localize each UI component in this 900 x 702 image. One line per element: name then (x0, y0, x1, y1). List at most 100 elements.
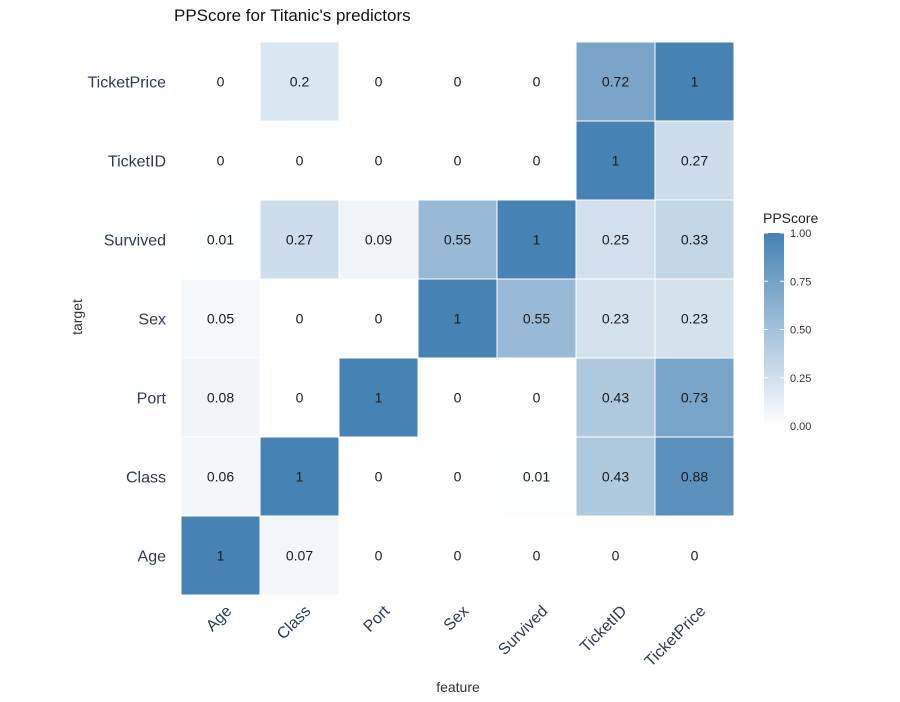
cell-value-label: 0.33 (681, 232, 708, 248)
cell-value-label: 0.27 (286, 232, 313, 248)
colorbar-ticks: 0.00 0.25 0.50 0.75 1.00 (764, 228, 811, 433)
heatmap-cell (259, 41, 340, 122)
cell-value-label: 0 (533, 548, 541, 564)
y-tick-labels: TicketPrice TicketID Survived Sex Port Class A… (87, 75, 166, 566)
heatmap-cell (180, 515, 261, 596)
y-tick-label: Sex (138, 312, 166, 329)
heatmap-cell (180, 357, 261, 438)
heatmap-cell (180, 41, 261, 122)
heatmap-cell (654, 515, 735, 596)
cell-value-label: 0 (375, 469, 383, 485)
x-tick-label: TicketID (577, 603, 630, 656)
heatmap-cell (338, 515, 419, 596)
cell-value-label: 0.23 (602, 311, 629, 327)
heatmap-cell (654, 278, 735, 359)
heatmap-cell (417, 515, 498, 596)
heatmap-cell (259, 436, 340, 517)
cell-value-label: 0 (375, 153, 383, 169)
cell-value-label: 0.08 (207, 390, 234, 406)
heatmap-cell (180, 278, 261, 359)
y-tick-label: Port (137, 391, 167, 408)
y-tick-label: TicketPrice (87, 75, 166, 92)
heatmap-cell (417, 278, 498, 359)
cell-value-label: 0.2 (290, 74, 310, 90)
heatmap-cell (417, 436, 498, 517)
cell-value-label: 0 (375, 311, 383, 327)
cell-value-label: 0 (454, 469, 462, 485)
x-tick-label: Sex (441, 603, 473, 635)
cell-value-label: 0.88 (681, 469, 708, 485)
cell-value-label: 0 (296, 311, 304, 327)
y-tick-label: Class (126, 470, 166, 487)
y-tick-label: TicketID (108, 154, 166, 171)
cell-value-label: 0.73 (681, 390, 708, 406)
heatmap-cell (417, 41, 498, 122)
cell-value-label: 0 (375, 74, 383, 90)
colorbar-tick-label: 0.50 (790, 325, 811, 337)
cell-value-label: 0 (454, 74, 462, 90)
cell-value-label: 1 (533, 232, 541, 248)
colorbar-tick-label: 1.00 (790, 228, 811, 240)
cell-value-label: 0 (533, 153, 541, 169)
cell-value-label: 0.55 (523, 311, 550, 327)
cell-value-label: 1 (296, 469, 304, 485)
x-tick-label: Class (274, 603, 314, 643)
cell-value-label: 0.06 (207, 469, 234, 485)
heatmap-cell (575, 41, 656, 122)
heatmap-cell (496, 199, 577, 280)
cell-value-label: 1 (691, 74, 699, 90)
y-tick-label: Survived (104, 233, 166, 250)
cell-value-label: 0.72 (602, 74, 629, 90)
heatmap-cell (496, 515, 577, 596)
heatmap-cell (575, 120, 656, 201)
cell-value-label: 0.01 (523, 469, 550, 485)
cell-value-label: 0.55 (444, 232, 471, 248)
cell-value-label: 0.07 (286, 548, 313, 564)
heatmap-cell (338, 357, 419, 438)
heatmap-cell (417, 199, 498, 280)
heatmap-cell (654, 436, 735, 517)
cell-value-label: 0 (217, 74, 225, 90)
cell-value-label: 0 (296, 153, 304, 169)
heatmap-cell (575, 278, 656, 359)
x-tick-labels: Age Class Port Sex Survived TicketID TicketPri… (203, 602, 709, 670)
heatmap-cell (654, 120, 735, 201)
colorbar-gradient (764, 233, 784, 426)
colorbar-tick-label: 0.25 (790, 373, 811, 385)
cell-value-label: 0 (691, 548, 699, 564)
heatmap-cell (259, 199, 340, 280)
x-tick-label: Survived (495, 603, 551, 659)
cell-value-label: 0 (375, 548, 383, 564)
cell-value-label: 0 (296, 390, 304, 406)
colorbar-tick-label: 0.00 (790, 421, 811, 433)
heatmap-cell (575, 515, 656, 596)
heatmap-cell (338, 199, 419, 280)
heatmap-cell (496, 436, 577, 517)
cell-value-label: 1 (375, 390, 383, 406)
cell-value-label: 0.25 (602, 232, 629, 248)
heatmap-cell (259, 278, 340, 359)
y-axis-label: target (69, 299, 85, 335)
heatmap-cell (180, 436, 261, 517)
cell-value-label: 0 (454, 548, 462, 564)
x-axis-label: feature (436, 679, 480, 695)
cell-value-label: 1 (612, 153, 620, 169)
heatmap-cell (338, 120, 419, 201)
cell-value-label: 0 (217, 153, 225, 169)
cell-value-label: 0.05 (207, 311, 234, 327)
heatmap-cell (338, 41, 419, 122)
cell-value-label: 0.43 (602, 390, 629, 406)
heatmap-cell (496, 120, 577, 201)
heatmap-cells: 0 0.2 0 0 0 0.72 1 0 0 0 0 0 1 0.27 0.01 0.27 0.09 0.55 1 0… (180, 41, 735, 596)
cell-value-label: 0.23 (681, 311, 708, 327)
heatmap-cell (496, 41, 577, 122)
heatmap-cell (338, 436, 419, 517)
chart-title: PPScore for Titanic's predictors (174, 6, 411, 25)
cell-value-label: 1 (454, 311, 462, 327)
y-tick-label: Age (138, 549, 167, 566)
cell-value-label: 0 (454, 153, 462, 169)
heatmap-cell (654, 199, 735, 280)
x-tick-label: Age (203, 603, 235, 635)
x-tick-label: Port (361, 602, 394, 635)
